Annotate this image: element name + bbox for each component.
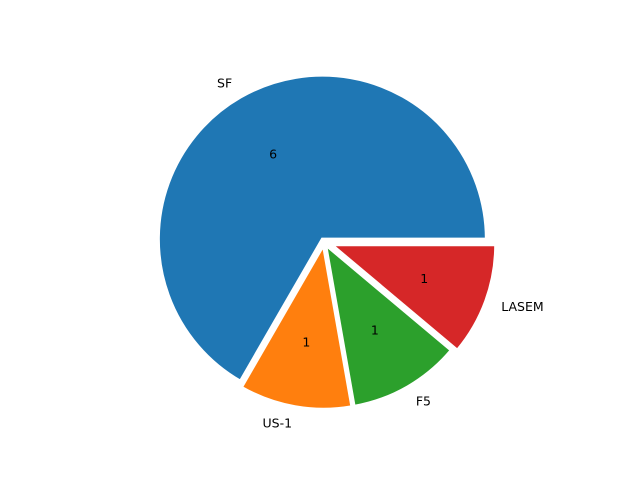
pie-value-label: 1 bbox=[420, 271, 428, 286]
pie-category-label: LASEM bbox=[501, 299, 543, 314]
pie-slice-f5 bbox=[323, 241, 454, 409]
pie-value-label: 1 bbox=[302, 335, 310, 350]
pie-slice-lasem bbox=[327, 243, 498, 353]
pie-category-labels: SF US-1 F5 LASEM bbox=[217, 75, 544, 430]
pie-slices bbox=[156, 73, 498, 411]
pie-slice-us-1 bbox=[239, 240, 354, 411]
pie-value-label: 6 bbox=[269, 146, 277, 161]
pie-category-label: US-1 bbox=[263, 415, 293, 430]
pie-category-label: F5 bbox=[416, 394, 431, 409]
pie-value-labels: 6 1 1 1 bbox=[269, 146, 428, 349]
pie-value-label: 1 bbox=[371, 323, 379, 338]
pie-slice-sf bbox=[156, 73, 488, 384]
pie-category-label: SF bbox=[217, 75, 232, 90]
